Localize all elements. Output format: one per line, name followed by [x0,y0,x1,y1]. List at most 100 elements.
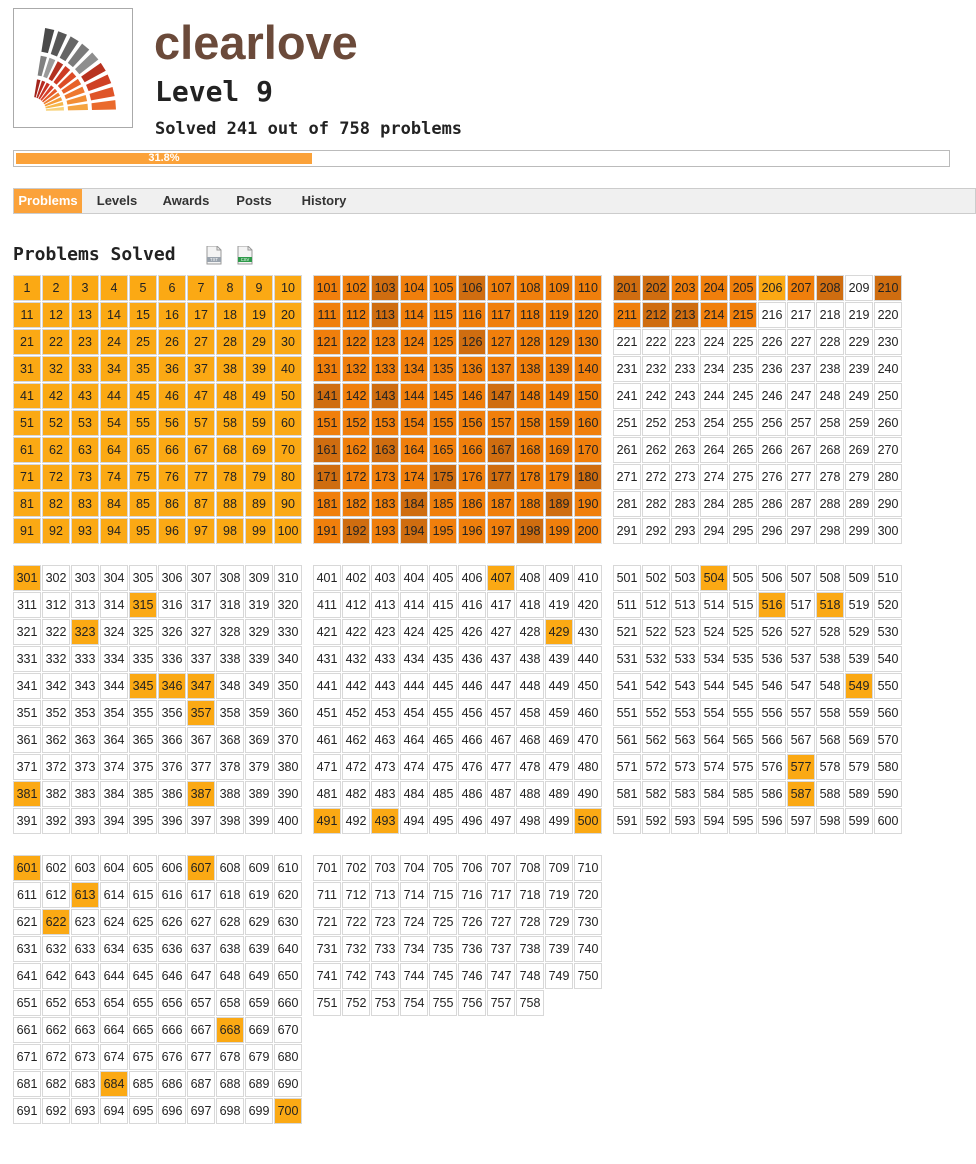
problem-cell-718[interactable]: 718 [516,882,544,908]
problem-cell-441[interactable]: 441 [313,673,341,699]
problem-cell-245[interactable]: 245 [729,383,757,409]
problem-cell-70[interactable]: 70 [274,437,302,463]
problem-cell-315[interactable]: 315 [129,592,157,618]
problem-cell-537[interactable]: 537 [787,646,815,672]
problem-cell-680[interactable]: 680 [274,1044,302,1070]
problem-cell-109[interactable]: 109 [545,275,573,301]
problem-cell-642[interactable]: 642 [42,963,70,989]
problem-cell-624[interactable]: 624 [100,909,128,935]
problem-cell-237[interactable]: 237 [787,356,815,382]
problem-cell-687[interactable]: 687 [187,1071,215,1097]
problem-cell-674[interactable]: 674 [100,1044,128,1070]
problem-cell-592[interactable]: 592 [642,808,670,834]
problem-cell-636[interactable]: 636 [158,936,186,962]
problem-cell-244[interactable]: 244 [700,383,728,409]
problem-cell-418[interactable]: 418 [516,592,544,618]
problem-cell-363[interactable]: 363 [71,727,99,753]
problem-cell-359[interactable]: 359 [245,700,273,726]
problem-cell-712[interactable]: 712 [342,882,370,908]
problem-cell-352[interactable]: 352 [42,700,70,726]
problem-cell-690[interactable]: 690 [274,1071,302,1097]
problem-cell-333[interactable]: 333 [71,646,99,672]
problem-cell-18[interactable]: 18 [216,302,244,328]
problem-cell-188[interactable]: 188 [516,491,544,517]
problem-cell-181[interactable]: 181 [313,491,341,517]
problem-cell-291[interactable]: 291 [613,518,641,544]
problem-cell-400[interactable]: 400 [274,808,302,834]
problem-cell-7[interactable]: 7 [187,275,215,301]
problem-cell-269[interactable]: 269 [845,437,873,463]
problem-cell-69[interactable]: 69 [245,437,273,463]
problem-cell-663[interactable]: 663 [71,1017,99,1043]
problem-cell-4[interactable]: 4 [100,275,128,301]
problem-cell-53[interactable]: 53 [71,410,99,436]
problem-cell-438[interactable]: 438 [516,646,544,672]
problem-cell-299[interactable]: 299 [845,518,873,544]
problem-cell-90[interactable]: 90 [274,491,302,517]
problem-cell-593[interactable]: 593 [671,808,699,834]
problem-cell-694[interactable]: 694 [100,1098,128,1124]
problem-cell-367[interactable]: 367 [187,727,215,753]
problem-cell-524[interactable]: 524 [700,619,728,645]
problem-cell-57[interactable]: 57 [187,410,215,436]
problem-cell-301[interactable]: 301 [13,565,41,591]
problem-cell-212[interactable]: 212 [642,302,670,328]
problem-cell-730[interactable]: 730 [574,909,602,935]
problem-cell-465[interactable]: 465 [429,727,457,753]
problem-cell-40[interactable]: 40 [274,356,302,382]
problem-cell-78[interactable]: 78 [216,464,244,490]
problem-cell-578[interactable]: 578 [816,754,844,780]
problem-cell-60[interactable]: 60 [274,410,302,436]
problem-cell-610[interactable]: 610 [274,855,302,881]
problem-cell-95[interactable]: 95 [129,518,157,544]
problem-cell-10[interactable]: 10 [274,275,302,301]
tab-levels[interactable]: Levels [96,193,138,208]
problem-cell-454[interactable]: 454 [400,700,428,726]
problem-cell-498[interactable]: 498 [516,808,544,834]
problem-cell-147[interactable]: 147 [487,383,515,409]
problem-cell-508[interactable]: 508 [816,565,844,591]
problem-cell-525[interactable]: 525 [729,619,757,645]
problem-cell-362[interactable]: 362 [42,727,70,753]
problem-cell-707[interactable]: 707 [487,855,515,881]
problem-cell-338[interactable]: 338 [216,646,244,672]
problem-cell-286[interactable]: 286 [758,491,786,517]
problem-cell-619[interactable]: 619 [245,882,273,908]
problem-cell-579[interactable]: 579 [845,754,873,780]
problem-cell-488[interactable]: 488 [516,781,544,807]
problem-cell-376[interactable]: 376 [158,754,186,780]
problem-cell-113[interactable]: 113 [371,302,399,328]
problem-cell-21[interactable]: 21 [13,329,41,355]
problem-cell-360[interactable]: 360 [274,700,302,726]
problem-cell-349[interactable]: 349 [245,673,273,699]
problem-cell-406[interactable]: 406 [458,565,486,591]
problem-cell-731[interactable]: 731 [313,936,341,962]
problem-cell-182[interactable]: 182 [342,491,370,517]
problem-cell-115[interactable]: 115 [429,302,457,328]
problem-cell-453[interactable]: 453 [371,700,399,726]
problem-cell-523[interactable]: 523 [671,619,699,645]
problem-cell-12[interactable]: 12 [42,302,70,328]
problem-cell-31[interactable]: 31 [13,356,41,382]
problem-cell-185[interactable]: 185 [429,491,457,517]
problem-cell-571[interactable]: 571 [613,754,641,780]
problem-cell-327[interactable]: 327 [187,619,215,645]
problem-cell-118[interactable]: 118 [516,302,544,328]
problem-cell-134[interactable]: 134 [400,356,428,382]
problem-cell-421[interactable]: 421 [313,619,341,645]
problem-cell-100[interactable]: 100 [274,518,302,544]
problem-cell-391[interactable]: 391 [13,808,41,834]
problem-cell-475[interactable]: 475 [429,754,457,780]
problem-cell-178[interactable]: 178 [516,464,544,490]
problem-cell-430[interactable]: 430 [574,619,602,645]
problem-cell-472[interactable]: 472 [342,754,370,780]
problem-cell-410[interactable]: 410 [574,565,602,591]
problem-cell-62[interactable]: 62 [42,437,70,463]
problem-cell-477[interactable]: 477 [487,754,515,780]
problem-cell-589[interactable]: 589 [845,781,873,807]
problem-cell-211[interactable]: 211 [613,302,641,328]
problem-cell-354[interactable]: 354 [100,700,128,726]
problem-cell-238[interactable]: 238 [816,356,844,382]
problem-cell-422[interactable]: 422 [342,619,370,645]
problem-cell-84[interactable]: 84 [100,491,128,517]
